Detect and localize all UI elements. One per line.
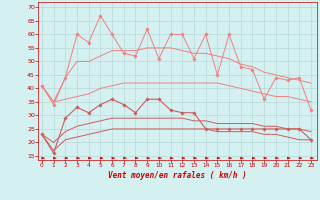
X-axis label: Vent moyen/en rafales ( km/h ): Vent moyen/en rafales ( km/h ) [108,171,247,180]
